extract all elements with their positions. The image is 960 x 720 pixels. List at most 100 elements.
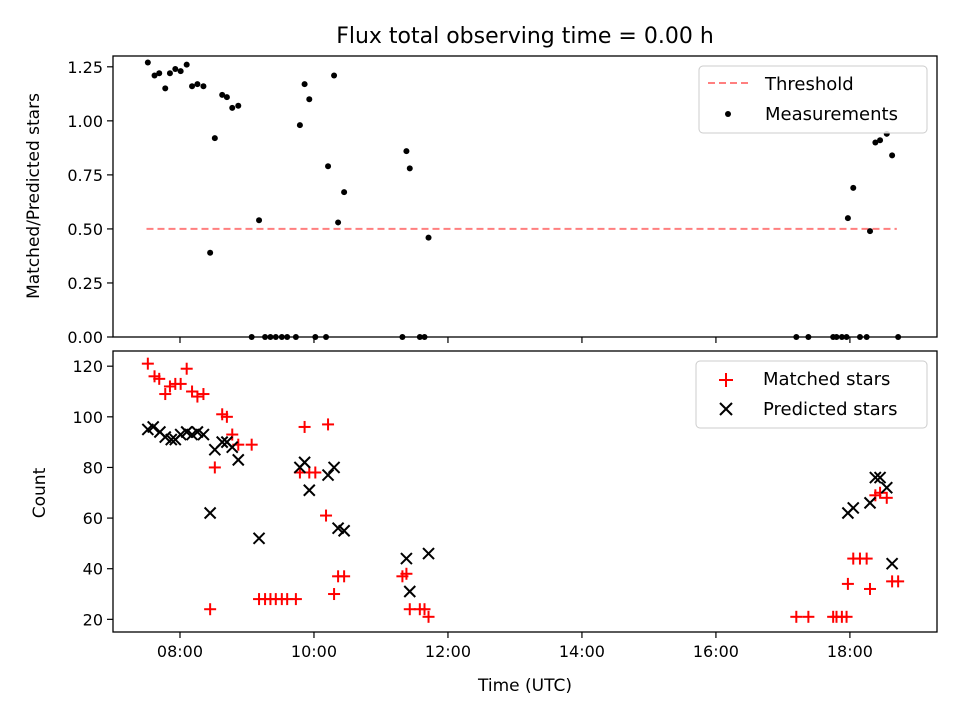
- measurement-point: [850, 184, 857, 191]
- matched-star-point: [322, 418, 335, 431]
- matched-star-point: [197, 388, 210, 401]
- predicted-star-point: [847, 501, 860, 515]
- measurement-point: [844, 215, 851, 222]
- matched-star-point: [860, 552, 873, 565]
- matched-star-point: [163, 380, 176, 393]
- matched-star-point: [400, 567, 413, 580]
- measurement-point: [301, 81, 308, 88]
- predicted-star-point: [203, 506, 217, 520]
- predicted-star-point: [321, 468, 335, 482]
- measurement-point: [306, 96, 313, 103]
- matched-star-point: [174, 377, 187, 390]
- measurement-point: [331, 72, 338, 79]
- top-y-axis-label: Matched/Predicted stars: [24, 93, 44, 299]
- predicted-star-point: [165, 433, 178, 446]
- x-tick-label: 16:00: [693, 642, 739, 661]
- matched-legend-swatch: [719, 373, 733, 387]
- matched-star-point: [841, 577, 854, 590]
- top-y-tick-label: 0.75: [67, 166, 103, 185]
- measurement-point: [183, 61, 190, 68]
- predicted-star-point: [327, 461, 341, 474]
- matched-star-point: [208, 461, 221, 474]
- bottom-y-tick-label: 40: [83, 560, 103, 579]
- predicted-star-point: [226, 440, 239, 454]
- x-tick-label: 08:00: [157, 642, 203, 661]
- bottom-y-tick-label: 120: [72, 357, 103, 376]
- matched-star-point: [289, 593, 302, 606]
- predicted-star-point: [146, 420, 160, 434]
- measurements-legend-label: Measurements: [765, 104, 898, 125]
- matched-star-point: [191, 390, 204, 403]
- threshold-legend-label: Threshold: [764, 74, 854, 95]
- x-tick-label: 10:00: [291, 642, 337, 661]
- matched-star-points: [141, 357, 905, 623]
- bottom-y-tick-label: 80: [83, 458, 103, 477]
- bottom-panel: Count Time (UTC) 08:00 10:00 12:00 14:00 16:…: [30, 350, 938, 696]
- measurement-point: [341, 189, 348, 196]
- measurement-point: [151, 72, 158, 79]
- top-y-tick-label: 1.25: [67, 58, 103, 77]
- measurement-point: [877, 137, 884, 144]
- matched-star-point: [418, 603, 431, 616]
- predicted-star-point: [197, 428, 210, 441]
- top-y-tick-label: 0.00: [67, 328, 103, 347]
- predicted-star-point: [422, 547, 435, 560]
- measurement-point: [425, 234, 432, 241]
- matched-star-point: [141, 357, 154, 370]
- predicted-legend-label: Predicted stars: [763, 399, 897, 420]
- top-plot-frame: [112, 55, 938, 338]
- top-legend: Threshold Measurements: [698, 65, 928, 134]
- top-legend-box: [698, 65, 928, 134]
- predicted-star-point: [303, 484, 316, 497]
- predicted-star-point: [298, 456, 311, 469]
- measurement-point: [194, 81, 201, 88]
- measurement-point: [156, 70, 163, 77]
- predicted-star-point: [215, 435, 229, 449]
- matched-star-point: [159, 388, 172, 401]
- matched-star-point: [790, 610, 803, 623]
- matched-star-point: [309, 466, 322, 479]
- top-ticks: 0.00 0.25 0.50 0.75 1.00 1.25: [67, 58, 851, 347]
- measurement-point: [296, 122, 303, 129]
- matched-star-point: [892, 575, 905, 588]
- measurement-point: [325, 163, 332, 170]
- bottom-plot-frame: [112, 350, 938, 633]
- measurement-point: [177, 68, 184, 75]
- matched-star-point: [880, 491, 893, 504]
- top-y-tick-label: 0.50: [67, 220, 103, 239]
- predicted-star-point: [403, 585, 416, 598]
- measurement-point: [207, 249, 214, 256]
- measurement-point: [403, 148, 410, 155]
- matched-star-point: [338, 570, 351, 583]
- bottom-legend-box: [695, 360, 928, 429]
- measurement-point: [166, 70, 173, 77]
- measurement-point: [162, 85, 169, 92]
- measurement-point: [872, 139, 879, 146]
- top-panel: Flux total observing time = 0.00 h Match…: [24, 24, 938, 347]
- matched-star-point: [328, 588, 341, 601]
- top-y-tick-label: 0.25: [67, 274, 103, 293]
- bottom-y-tick-label: 20: [83, 610, 103, 629]
- matched-star-point: [204, 603, 217, 616]
- predicted-star-point: [337, 524, 351, 537]
- predicted-legend-swatch: [719, 402, 733, 416]
- measurement-point: [223, 94, 230, 101]
- measurement-point: [189, 83, 196, 90]
- measurement-point: [172, 65, 179, 72]
- matched-star-point: [186, 385, 199, 398]
- matched-star-point: [226, 428, 239, 441]
- x-tick-label: 12:00: [425, 642, 471, 661]
- measurement-point: [335, 219, 342, 226]
- predicted-star-point: [885, 557, 899, 570]
- predicted-star-point: [252, 532, 266, 545]
- matched-star-point: [298, 420, 311, 433]
- chart-title: Flux total observing time = 0.00 h: [336, 24, 714, 49]
- predicted-star-points: [141, 420, 899, 598]
- bottom-ticks: 08:00 10:00 12:00 14:00 16:00 18:00 20 40 60 80 10…: [72, 357, 873, 661]
- measurement-point: [256, 217, 263, 224]
- top-y-tick-label: 1.00: [67, 112, 103, 131]
- measurement-point: [867, 228, 874, 235]
- predicted-star-point: [863, 496, 877, 510]
- measurement-point: [229, 104, 236, 111]
